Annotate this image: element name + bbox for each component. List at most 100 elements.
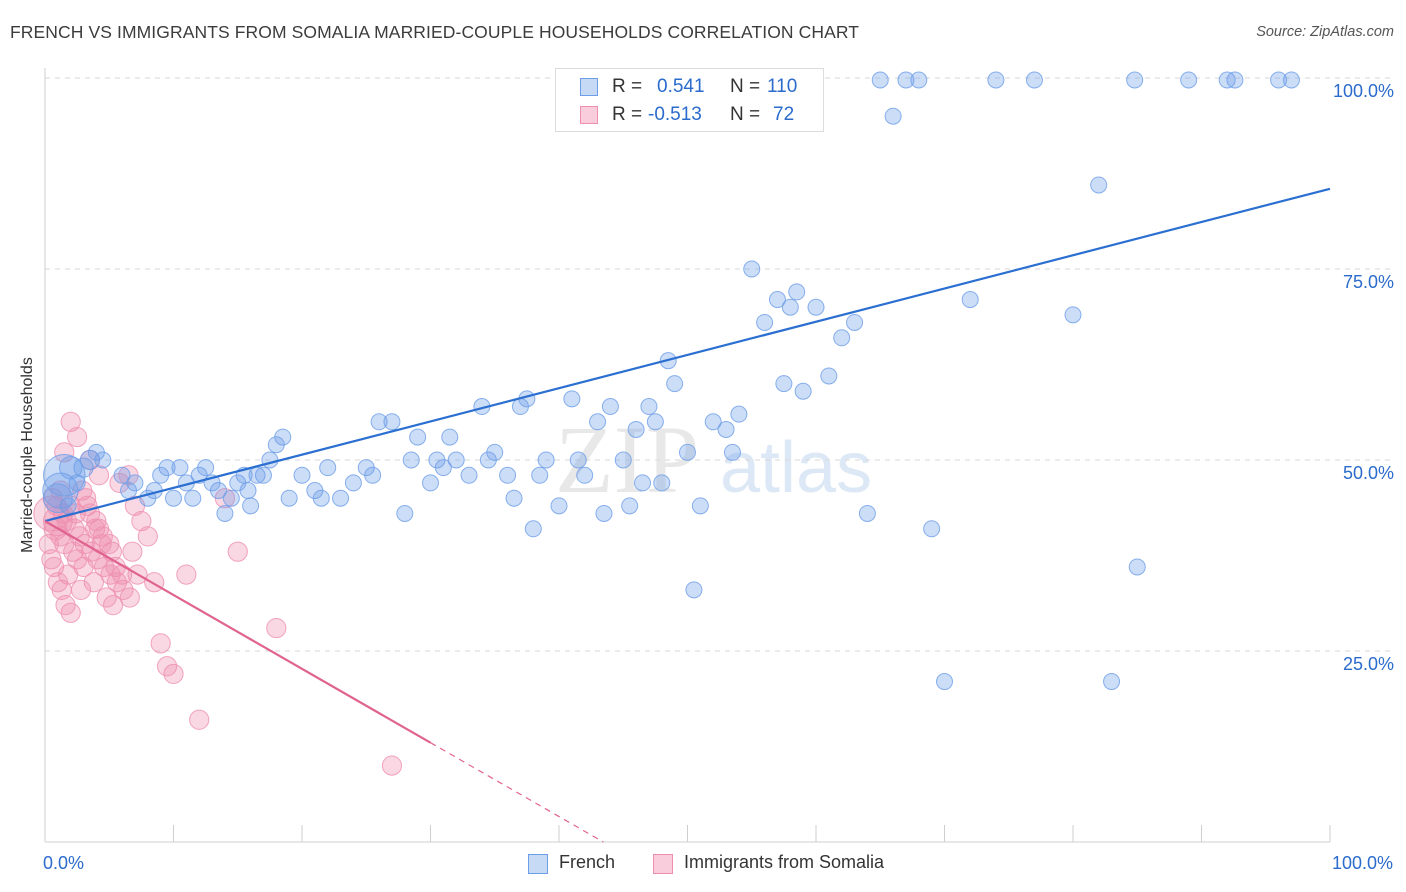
french-point xyxy=(743,260,761,278)
french-point xyxy=(441,428,459,446)
french-point xyxy=(685,581,703,599)
french-point xyxy=(589,413,607,431)
french-points xyxy=(42,71,1300,691)
french-point xyxy=(364,466,382,484)
french-trend-line xyxy=(44,187,1331,523)
french-point xyxy=(216,504,234,522)
somalia-point xyxy=(150,633,171,654)
axes xyxy=(44,68,1331,843)
french-point xyxy=(94,451,112,469)
french-point xyxy=(344,474,362,492)
somalia-point xyxy=(60,411,81,432)
french-point xyxy=(242,497,260,515)
french-point xyxy=(370,413,388,431)
french-point xyxy=(113,466,131,484)
french-point xyxy=(184,489,202,507)
french-swatch xyxy=(580,78,598,96)
somalia-point xyxy=(131,511,152,532)
french-point xyxy=(486,443,504,461)
french-point xyxy=(595,504,613,522)
french-point xyxy=(531,466,549,484)
french-point xyxy=(730,405,748,423)
french-point xyxy=(987,71,1005,89)
french-point xyxy=(820,367,838,385)
french-point xyxy=(447,451,465,469)
somalia-n-value: 72 xyxy=(773,104,795,125)
french-point xyxy=(768,291,786,309)
grid-lines xyxy=(45,77,1392,652)
french-point xyxy=(222,489,240,507)
french-point xyxy=(717,420,735,438)
french-point xyxy=(923,520,941,538)
french-point xyxy=(396,504,414,522)
french-point xyxy=(1282,71,1300,89)
trend-lines xyxy=(44,187,1331,843)
french-point xyxy=(158,459,176,477)
french-point xyxy=(42,483,73,514)
french-point xyxy=(884,107,902,125)
somalia-point xyxy=(67,426,88,448)
stats-row-somalia: R = -0.513 N = 72 xyxy=(556,101,823,129)
somalia-trend-extension xyxy=(430,742,604,843)
somalia-point xyxy=(83,572,104,593)
french-point xyxy=(402,451,420,469)
french-point xyxy=(563,390,581,408)
somalia-trend-line xyxy=(44,520,432,744)
somalia-point xyxy=(85,518,106,539)
french-point xyxy=(646,413,664,431)
somalia-point xyxy=(54,442,75,463)
french-point xyxy=(1226,71,1244,89)
french-n-label: N = xyxy=(730,76,761,97)
stats-box: R = 0.541 N = 110 R = -0.513 N = 72 xyxy=(555,68,824,132)
french-point xyxy=(704,413,722,431)
french-point xyxy=(961,291,979,309)
french-point xyxy=(723,443,741,461)
french-point xyxy=(846,313,864,331)
somalia-point xyxy=(381,755,403,776)
somalia-point xyxy=(189,709,210,730)
french-point xyxy=(1128,558,1146,576)
french-n-value: 110 xyxy=(767,76,798,97)
somalia-point xyxy=(99,533,120,555)
french-point xyxy=(59,497,77,515)
french-point xyxy=(293,466,311,484)
french-point xyxy=(537,451,555,469)
french-point xyxy=(756,313,774,331)
french-point xyxy=(569,451,587,469)
french-point xyxy=(666,375,684,393)
watermark-atlas: atlas xyxy=(720,428,872,508)
french-point xyxy=(254,466,272,484)
legend-somalia-label: Immigrants from Somalia xyxy=(684,852,885,872)
somalia-point xyxy=(51,579,72,600)
french-point xyxy=(1025,71,1043,89)
somalia-point xyxy=(122,541,143,562)
somalia-point xyxy=(163,663,184,685)
somalia-point xyxy=(266,617,287,639)
french-point xyxy=(621,497,639,515)
y-tick-label: 50.0% xyxy=(1343,463,1394,483)
somalia-point xyxy=(43,556,65,578)
french-point xyxy=(634,474,652,492)
french-point xyxy=(434,459,452,477)
french-point xyxy=(68,474,86,492)
somalia-point xyxy=(227,541,248,562)
french-point xyxy=(807,298,825,316)
french-point xyxy=(794,382,812,400)
french-point xyxy=(871,71,889,89)
french-point xyxy=(858,504,876,522)
french-point xyxy=(653,474,671,492)
x-tick-label: 100.0% xyxy=(1332,853,1393,873)
french-point xyxy=(383,413,401,431)
french-point xyxy=(332,489,350,507)
x-tick-label: 0.0% xyxy=(43,853,84,873)
french-point xyxy=(601,398,619,416)
somalia-r-label: R = xyxy=(612,104,643,125)
french-point xyxy=(1126,71,1144,89)
y-tick-label: 100.0% xyxy=(1333,81,1394,101)
french-r-label: R = xyxy=(612,76,643,97)
french-point xyxy=(460,466,478,484)
chart-title: FRENCH VS IMMIGRANTS FROM SOMALIA MARRIE… xyxy=(10,22,860,42)
legend-french-swatch xyxy=(528,854,548,874)
tick-labels: 25.0% 50.0% 75.0% 100.0% 0.0% 100.0% xyxy=(43,81,1394,873)
y-tick-label: 75.0% xyxy=(1343,272,1394,292)
